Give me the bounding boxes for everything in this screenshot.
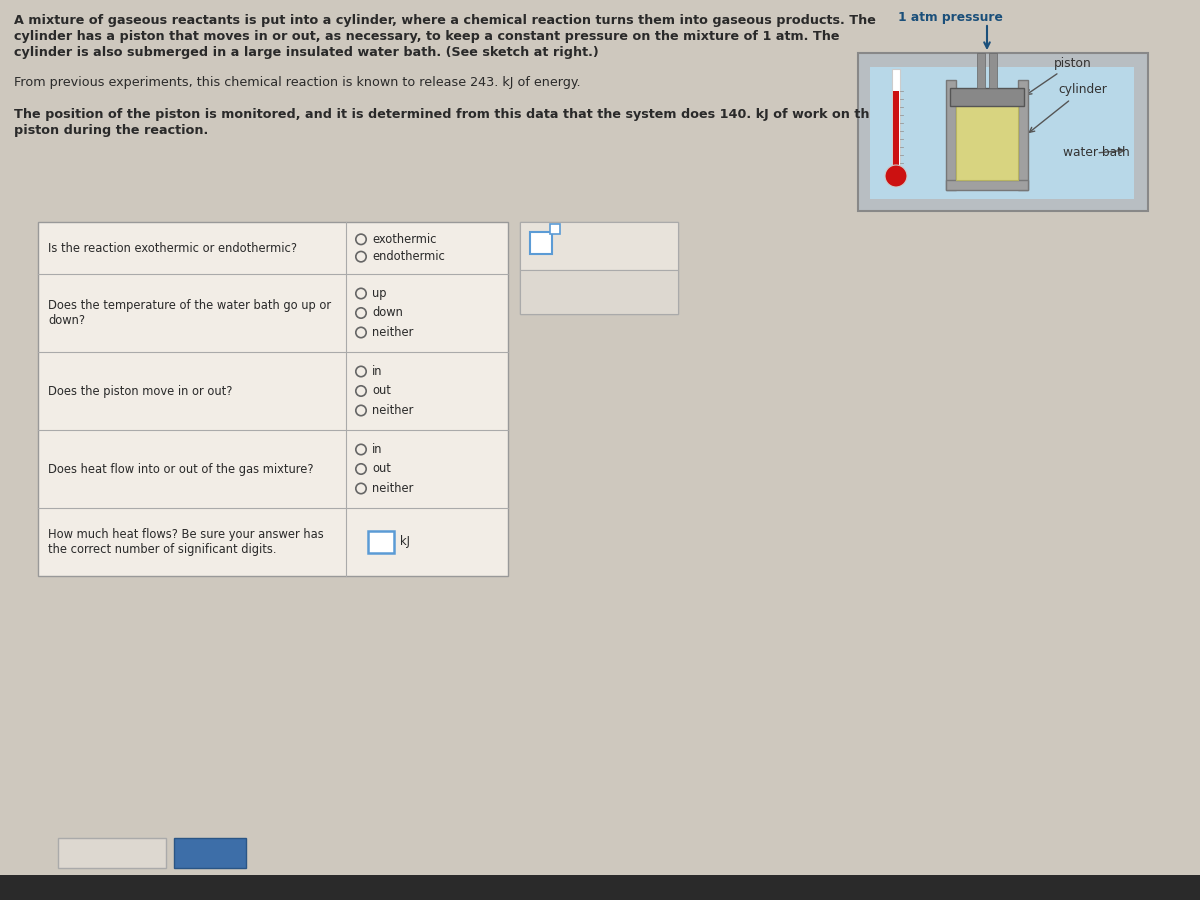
Bar xyxy=(870,67,1134,199)
Bar xyxy=(38,222,508,576)
Text: ↺: ↺ xyxy=(610,282,626,302)
Text: in: in xyxy=(372,365,383,378)
Circle shape xyxy=(356,251,366,262)
Bar xyxy=(950,88,1024,106)
Bar xyxy=(530,232,552,254)
Text: water bath: water bath xyxy=(1063,147,1129,159)
Circle shape xyxy=(356,405,366,416)
Bar xyxy=(520,270,678,314)
Text: up: up xyxy=(372,287,386,300)
Bar xyxy=(1018,80,1028,190)
Circle shape xyxy=(356,464,366,474)
Bar xyxy=(520,222,678,314)
Text: 1 atm pressure: 1 atm pressure xyxy=(898,11,1002,24)
Bar xyxy=(858,53,1148,211)
Bar xyxy=(977,53,985,88)
Text: kJ: kJ xyxy=(400,536,410,548)
Text: Does the piston move in or out?: Does the piston move in or out? xyxy=(48,384,233,398)
Circle shape xyxy=(356,234,366,245)
Text: gases: gases xyxy=(968,137,1006,149)
Bar xyxy=(893,91,899,167)
Bar xyxy=(520,222,678,270)
Circle shape xyxy=(356,366,366,377)
Bar xyxy=(946,180,1028,190)
Bar xyxy=(550,224,560,234)
Bar xyxy=(58,838,166,868)
Bar xyxy=(0,875,1200,900)
Text: How much heat flows? Be sure your answer has
the correct number of significant d: How much heat flows? Be sure your answer… xyxy=(48,528,324,556)
Text: piston during the reaction.: piston during the reaction. xyxy=(14,124,209,137)
Text: cylinder has a piston that moves in or out, as necessary, to keep a constant pre: cylinder has a piston that moves in or o… xyxy=(14,30,840,43)
Text: endothermic: endothermic xyxy=(372,250,445,263)
Text: Submit: Submit xyxy=(185,847,235,860)
Text: Is the reaction exothermic or endothermic?: Is the reaction exothermic or endothermi… xyxy=(48,241,298,255)
Text: piston: piston xyxy=(1026,57,1092,94)
Circle shape xyxy=(356,328,366,338)
Circle shape xyxy=(356,288,366,299)
Circle shape xyxy=(886,165,907,187)
Circle shape xyxy=(356,308,366,319)
Text: ✕: ✕ xyxy=(556,283,572,302)
Text: 2023 McGraw Hill LLC. All Rights Reserved.   Terms of Use  |  Privacy Center  | : 2023 McGraw Hill LLC. All Rights Reserve… xyxy=(368,882,832,892)
Text: A mixture of gaseous reactants is put into a cylinder, where a chemical reaction: A mixture of gaseous reactants is put in… xyxy=(14,14,876,27)
Bar xyxy=(946,80,956,190)
Text: I Don't Know: I Don't Know xyxy=(72,847,151,860)
Text: exothermic: exothermic xyxy=(372,233,437,246)
Circle shape xyxy=(356,386,366,396)
Text: The position of the piston is monitored, and it is determined from this data tha: The position of the piston is monitored,… xyxy=(14,108,878,121)
Bar xyxy=(892,69,900,167)
Text: neither: neither xyxy=(372,404,414,417)
Text: out: out xyxy=(372,463,391,475)
Text: down: down xyxy=(372,307,403,320)
Bar xyxy=(174,838,246,868)
Bar xyxy=(989,53,997,88)
Text: Does the temperature of the water bath go up or
down?: Does the temperature of the water bath g… xyxy=(48,299,331,327)
Bar xyxy=(956,106,1018,180)
Circle shape xyxy=(356,483,366,494)
Text: neither: neither xyxy=(372,482,414,495)
Text: cylinder is also submerged in a large insulated water bath. (See sketch at right: cylinder is also submerged in a large in… xyxy=(14,46,599,59)
Text: From previous experiments, this chemical reaction is known to release 243. kJ of: From previous experiments, this chemical… xyxy=(14,76,581,89)
Text: Does heat flow into or out of the gas mixture?: Does heat flow into or out of the gas mi… xyxy=(48,463,313,475)
Text: x10: x10 xyxy=(556,238,575,248)
Text: neither: neither xyxy=(372,326,414,339)
Circle shape xyxy=(356,445,366,455)
Bar xyxy=(368,531,394,553)
Text: cylinder: cylinder xyxy=(1030,84,1106,132)
Text: out: out xyxy=(372,384,391,398)
Text: in: in xyxy=(372,443,383,456)
